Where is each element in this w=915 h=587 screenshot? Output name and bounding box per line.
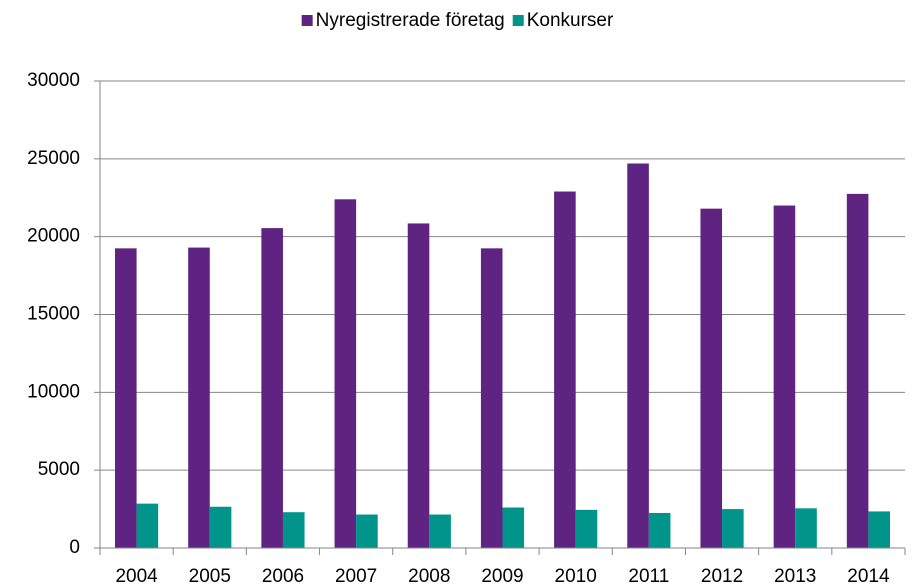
bar <box>795 508 817 548</box>
bar <box>188 247 210 548</box>
legend-swatch <box>512 15 524 26</box>
x-tick-label: 2011 <box>628 566 669 587</box>
bar <box>575 509 598 548</box>
bar <box>261 228 283 549</box>
bar <box>334 199 357 548</box>
bar <box>722 509 744 548</box>
bar <box>480 248 503 548</box>
x-tick-label: 2008 <box>408 566 450 587</box>
bar <box>648 512 671 548</box>
legend: Nyregistrerade företag Konkurser <box>301 10 614 31</box>
y-tick-label: 5000 <box>38 459 80 480</box>
bar <box>773 205 796 549</box>
bar <box>407 223 430 548</box>
bar <box>700 208 723 548</box>
bar <box>429 514 451 548</box>
x-tick-label: 2014 <box>847 566 890 587</box>
y-tick-label: 30000 <box>27 70 80 91</box>
x-tick-label: 2004 <box>115 566 158 587</box>
y-tick-label: 15000 <box>27 304 80 325</box>
bar <box>209 506 232 548</box>
bar <box>136 503 159 548</box>
y-tick-label: 20000 <box>27 226 80 247</box>
legend-label: Konkurser <box>527 10 614 31</box>
bar <box>554 191 576 549</box>
x-tick-label: 2006 <box>262 566 304 587</box>
bar <box>868 511 890 548</box>
x-tick-label: 2010 <box>555 566 597 587</box>
x-tick-label: 2012 <box>701 566 743 587</box>
bar <box>627 163 649 548</box>
bar <box>846 193 869 548</box>
bar <box>282 512 305 548</box>
x-tick-label: 2013 <box>774 566 816 587</box>
legend-label: Nyregistrerade företag <box>316 10 505 31</box>
y-tick-label: 0 <box>69 537 80 558</box>
x-tick-label: 2007 <box>335 566 377 587</box>
bar <box>115 248 137 548</box>
bar <box>356 514 378 548</box>
x-tick-label: 2005 <box>189 566 231 587</box>
y-tick-label: 25000 <box>27 148 80 169</box>
x-tick-label: 2009 <box>481 566 523 587</box>
y-tick-label: 10000 <box>27 381 80 402</box>
bar <box>502 507 525 548</box>
legend-swatch <box>301 15 313 26</box>
